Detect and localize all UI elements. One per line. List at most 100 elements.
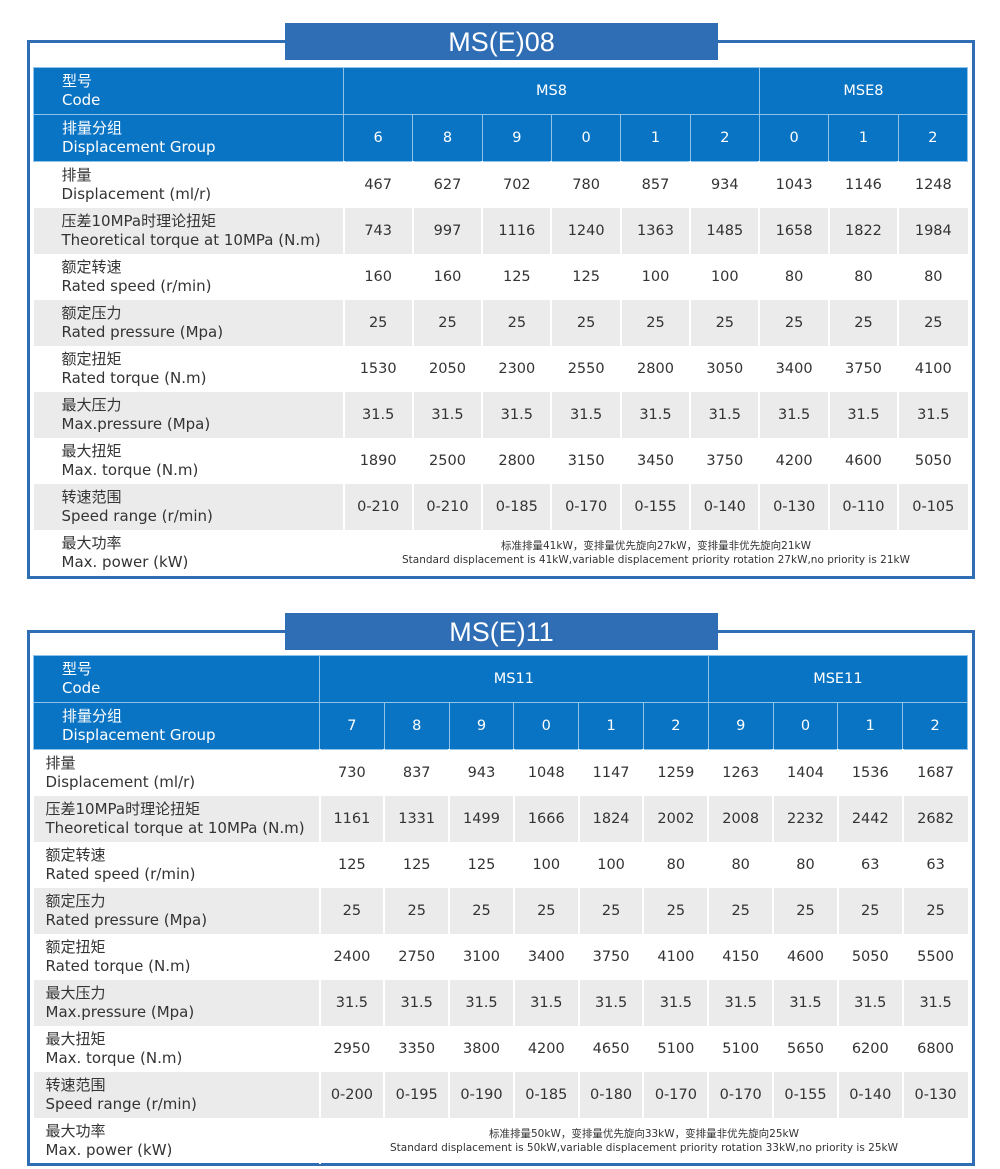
value-cell: 25	[318, 888, 385, 934]
value-cell: 702	[481, 161, 552, 208]
value-cell: 1116	[481, 208, 552, 254]
value-cell: 2750	[383, 934, 450, 980]
value-cell: 25	[512, 888, 579, 934]
label-cn: 排量	[45, 754, 76, 772]
value-cell: 0-185	[481, 484, 552, 530]
row-label: 排量 Displacement (ml/r)	[34, 750, 320, 797]
power-note-en: Standard displacement is 50kW,variable d…	[390, 1142, 898, 1154]
model-cell: MS11	[319, 655, 709, 703]
label-en: Displacement (ml/r)	[45, 773, 196, 791]
value-cell: 1499	[448, 796, 514, 842]
value-cell: 780	[550, 161, 621, 208]
value-cell: 31.5	[550, 392, 621, 438]
value-cell: 25	[481, 300, 552, 346]
label-en: Max.pressure (Mpa)	[61, 415, 211, 433]
row-label: 最大功率 Max. power (kW)	[34, 1118, 320, 1164]
value-cell: 1248	[897, 161, 968, 208]
power-note: 标准排量50kW，变排量优先旋向33kW，变排量非优先旋向25kW Standar…	[318, 1118, 968, 1164]
group-row: 排量分组 Displacement Group 6 8 9 0 1 2 0 1 2	[33, 114, 969, 162]
value-cell: 80	[642, 842, 709, 888]
group-cell: 9	[448, 702, 515, 750]
value-cell: 3100	[448, 934, 514, 980]
power-note-cn: 标准排量50kW，变排量优先旋向33kW，变排量非优先旋向25kW	[489, 1128, 799, 1140]
table-row: 最大扭矩 Max. torque (N.m) 1890 2500 2800 3150 345…	[34, 438, 968, 484]
label-en: Max. torque (N.m)	[61, 461, 199, 479]
value-cell: 2300	[481, 346, 552, 392]
label-en: Speed range (r/min)	[45, 1095, 197, 1113]
value-cell: 4150	[707, 934, 774, 980]
value-cell: 4100	[897, 346, 968, 392]
value-cell: 4600	[772, 934, 838, 980]
value-cell: 2950	[318, 1026, 385, 1072]
table-row: 压差10MPa时理论扭矩 Theoretical torque at 10MPa …	[33, 796, 968, 842]
label-cn: 压差10MPa时理论扭矩	[61, 212, 217, 230]
value-cell: 100	[577, 842, 644, 888]
table-row: 最大扭矩 Max. torque (N.m) 2950 3350 3800 4200 465…	[34, 1026, 968, 1072]
value-cell: 80	[897, 254, 968, 300]
group-cell: 7	[319, 702, 385, 750]
value-cell: 31.5	[772, 980, 838, 1026]
label-cn: 型号	[62, 660, 93, 678]
value-cell: 3800	[448, 1026, 514, 1072]
table-title: MS(E)08	[285, 23, 718, 60]
value-cell: 31.5	[642, 980, 709, 1026]
value-cell: 0-170	[707, 1072, 774, 1118]
group-label: 排量分组 Displacement Group	[33, 114, 344, 162]
spec-table-ms11: 型号 Code MS11 MSE11 排量分组 Displacement Group 7 8 9…	[33, 655, 969, 1164]
label-cn: 额定转速	[61, 258, 122, 276]
group-cell: 2	[642, 702, 709, 750]
value-cell: 3400	[512, 934, 579, 980]
value-cell: 1658	[758, 208, 829, 254]
value-cell: 730	[318, 749, 385, 796]
value-cell: 1259	[642, 749, 709, 796]
value-cell: 25	[758, 300, 829, 346]
value-cell: 6200	[836, 1026, 903, 1072]
value-cell: 943	[448, 749, 514, 796]
label-en: Displacement Group	[62, 726, 216, 744]
value-cell: 3450	[619, 438, 691, 484]
value-cell: 1824	[577, 796, 644, 842]
value-cell: 2232	[772, 796, 838, 842]
value-cell: 3050	[689, 346, 760, 392]
code-label: 型号 Code	[33, 67, 344, 115]
spec-table-ms08: 型号 Code MS8 MSE8 排量分组 Displacement Group 6 8 9 0 1…	[33, 67, 969, 576]
model-cell: MSE8	[758, 67, 969, 115]
group-cell: 9	[481, 114, 552, 162]
row-label: 压差10MPa时理论扭矩 Theoretical torque at 10MPa …	[33, 796, 320, 842]
value-cell: 25	[411, 300, 483, 346]
value-cell: 31.5	[897, 392, 968, 438]
value-cell: 80	[772, 842, 838, 888]
value-cell: 1404	[772, 749, 838, 796]
group-cell: 1	[837, 702, 904, 750]
label-cn: 额定转速	[45, 846, 106, 864]
value-cell: 0-130	[758, 484, 829, 530]
power-row: 最大功率 Max. power (kW) 标准排量41kW，变排量优先旋向27kW，…	[34, 530, 968, 576]
group-cell: 0	[550, 114, 622, 162]
value-cell: 4200	[512, 1026, 579, 1072]
value-cell: 1263	[707, 749, 774, 796]
value-cell: 80	[827, 254, 899, 300]
table-row: 额定扭矩 Rated torque (N.m) 1530 2050 2300 2550 28…	[34, 346, 968, 392]
value-cell: 25	[448, 888, 514, 934]
value-cell: 25	[642, 888, 709, 934]
row-label: 额定扭矩 Rated torque (N.m)	[34, 934, 320, 980]
label-en: Rated pressure (Mpa)	[61, 323, 224, 341]
table-row: 额定压力 Rated pressure (Mpa) 25 25 25 25 25 25 25 25…	[33, 300, 968, 346]
value-cell: 0-155	[619, 484, 691, 530]
value-cell: 997	[411, 208, 483, 254]
row-label: 额定转速 Rated speed (r/min)	[34, 254, 344, 300]
label-cn: 额定扭矩	[61, 350, 122, 368]
row-label: 最大扭矩 Max. torque (N.m)	[34, 1026, 320, 1072]
label-cn: 排量分组	[62, 707, 123, 725]
value-cell: 3750	[577, 934, 644, 980]
value-cell: 1146	[827, 161, 899, 208]
value-cell: 25	[577, 888, 644, 934]
value-cell: 100	[689, 254, 760, 300]
value-cell: 125	[481, 254, 552, 300]
value-cell: 1331	[383, 796, 450, 842]
power-note-en: Standard displacement is 41kW,variable d…	[402, 554, 910, 566]
row-label: 额定压力 Rated pressure (Mpa)	[33, 888, 320, 934]
value-cell: 1687	[901, 749, 968, 796]
value-cell: 0-195	[383, 1072, 450, 1118]
value-cell: 100	[619, 254, 691, 300]
